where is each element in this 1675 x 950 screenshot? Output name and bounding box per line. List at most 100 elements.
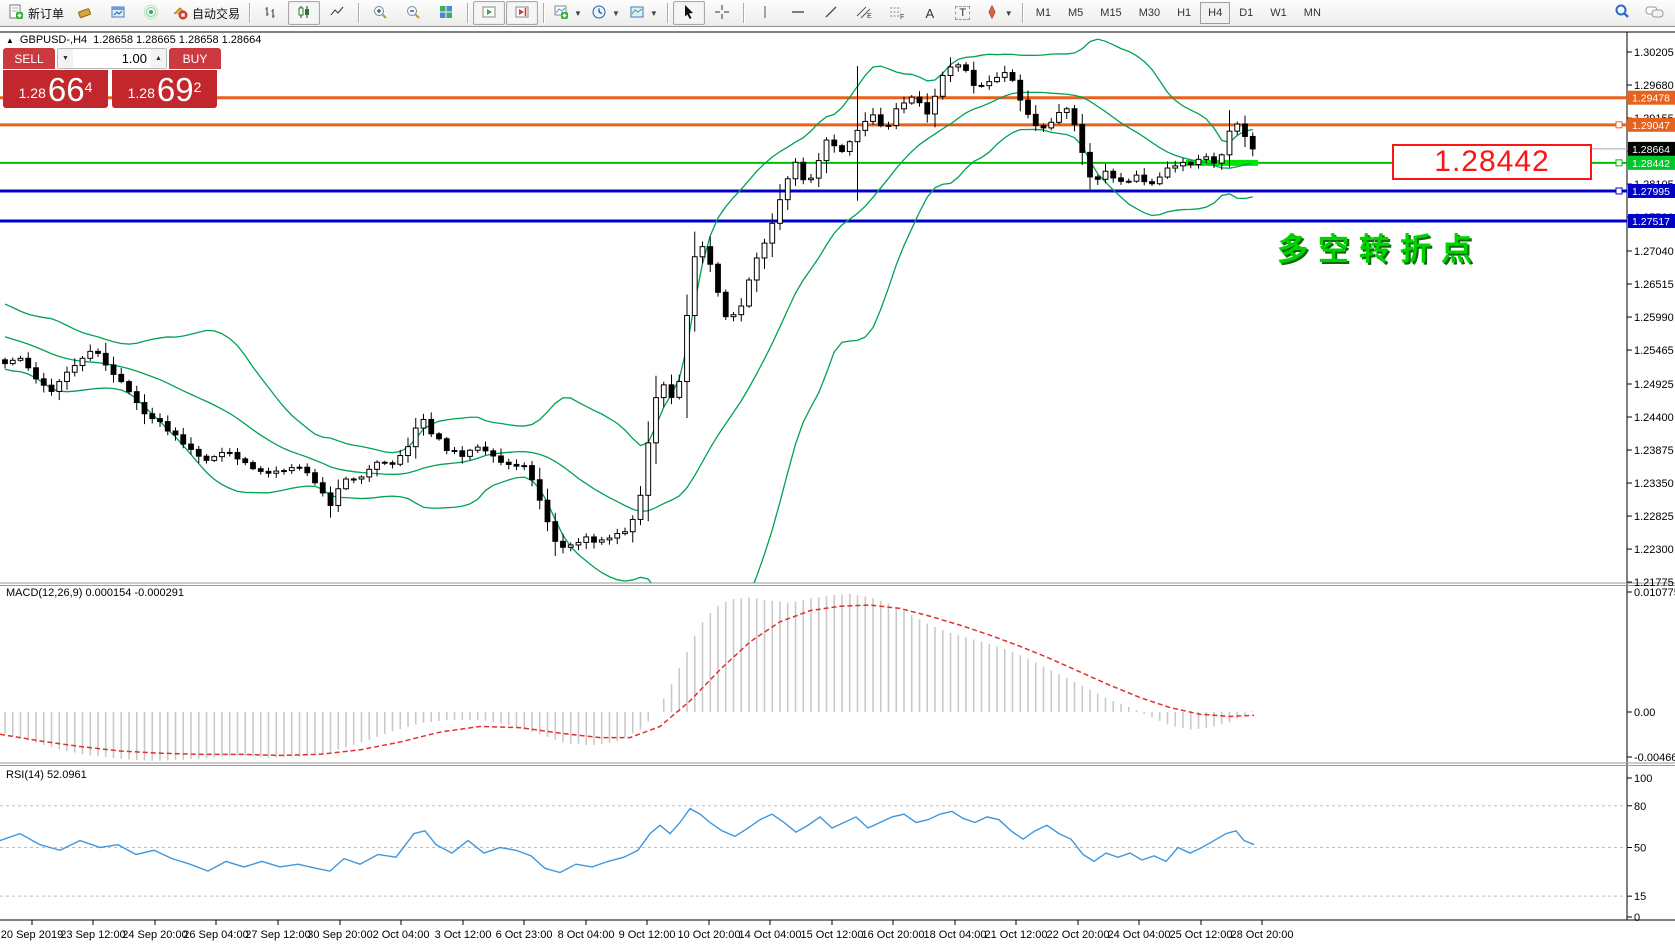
chart-shift-button[interactable] <box>506 1 539 25</box>
timeframe-m30[interactable]: M30 <box>1138 7 1161 19</box>
svg-text:20 Sep 2019: 20 Sep 2019 <box>1 929 63 941</box>
line-chart-button[interactable] <box>321 1 353 25</box>
trendline-tool-button[interactable] <box>815 1 847 25</box>
templates-button[interactable]: ▼ <box>625 1 662 25</box>
sell-price-button[interactable]: 1.28 66 4 <box>3 70 108 108</box>
macd-values: 0.000154 -0.000291 <box>85 587 184 599</box>
zoom-in-button[interactable] <box>364 1 396 25</box>
arrows-icon <box>984 4 1000 23</box>
auto-scroll-icon <box>481 4 497 23</box>
horizontal-line-icon <box>790 4 806 23</box>
chat-button[interactable] <box>1639 1 1671 25</box>
zoom-out-button[interactable] <box>397 1 429 25</box>
fibonacci-tool-button[interactable]: F <box>881 1 913 25</box>
auto-scroll-button[interactable] <box>473 1 506 25</box>
sell-price-big: 66 <box>47 71 85 108</box>
timeframe-h1[interactable]: H1 <box>1177 7 1192 19</box>
svg-text:100: 100 <box>1634 773 1652 785</box>
buy-button[interactable]: BUY <box>169 48 221 69</box>
svg-text:22 Oct 20:00: 22 Oct 20:00 <box>1047 929 1110 941</box>
horizontal-line-tool-button[interactable] <box>782 1 814 25</box>
timeframe-m5[interactable]: M5 <box>1068 7 1084 19</box>
timeframe-m15[interactable]: M15 <box>1100 7 1122 19</box>
svg-text:0.00: 0.00 <box>1634 707 1655 719</box>
search-button[interactable] <box>1606 1 1638 25</box>
timeframe-d1[interactable]: D1 <box>1239 7 1254 19</box>
svg-text:15: 15 <box>1634 891 1646 903</box>
periods-button[interactable]: ▼ <box>587 1 624 25</box>
toolbar-separator <box>358 3 360 23</box>
label-tool-button[interactable]: T <box>947 1 979 25</box>
auto-trading-label: 自动交易 <box>192 6 241 21</box>
chart-window-icon <box>110 4 126 23</box>
vertical-line-icon <box>758 4 772 23</box>
timeframe-mn[interactable]: MN <box>1303 7 1321 19</box>
signal-button[interactable] <box>135 1 167 25</box>
crosshair-tool-button[interactable] <box>706 1 738 25</box>
dropdown-caret-icon: ▼ <box>649 8 658 18</box>
auto-trading-button[interactable]: 自动交易 <box>168 1 244 25</box>
channel-tool-button[interactable]: E <box>848 1 880 25</box>
timeframe-w1[interactable]: W1 <box>1270 7 1287 19</box>
buy-price-button[interactable]: 1.28 69 2 <box>112 70 217 108</box>
svg-text:80: 80 <box>1634 801 1646 813</box>
cursor-icon <box>681 4 697 23</box>
sell-button[interactable]: SELL <box>3 48 55 69</box>
macd-name: MACD(12,26,9) <box>6 587 83 599</box>
rsi-layer <box>0 807 1255 874</box>
macd-layer <box>0 593 1255 761</box>
symbol-title[interactable]: ▲ GBPUSD-,H4 1.28658 1.28665 1.28658 1.2… <box>6 34 261 46</box>
candlestick-chart-button[interactable] <box>288 1 321 25</box>
toolbar-separator <box>666 3 668 23</box>
svg-text:-0.004668: -0.004668 <box>1634 752 1675 764</box>
svg-text:1.25990: 1.25990 <box>1634 312 1674 324</box>
sell-price-sup: 4 <box>84 79 93 95</box>
volume-increase-button[interactable]: ▲ <box>151 49 166 68</box>
svg-text:1.29478: 1.29478 <box>1632 93 1670 105</box>
price-alert-label[interactable]: 1.28442 <box>1392 144 1592 180</box>
toolbar-separator <box>249 3 251 23</box>
volume-input[interactable] <box>73 49 151 68</box>
svg-text:2 Oct 04:00: 2 Oct 04:00 <box>373 929 430 941</box>
cursor-tool-button[interactable] <box>672 1 705 25</box>
timeframe-h4[interactable]: H4 <box>1200 2 1231 24</box>
rsi-indicator-label: RSI(14) 52.0961 <box>6 769 87 781</box>
svg-text:14 Oct 04:00: 14 Oct 04:00 <box>739 929 802 941</box>
svg-text:27 Sep 12:00: 27 Sep 12:00 <box>245 929 310 941</box>
turning-point-annotation[interactable]: 多空转折点 <box>1277 232 1482 267</box>
chart-window-button[interactable] <box>102 1 134 25</box>
tile-windows-button[interactable] <box>430 1 462 25</box>
crosshair-icon <box>714 4 730 23</box>
vertical-line-tool-button[interactable] <box>749 1 781 25</box>
toolbar-separator <box>543 3 545 23</box>
new-order-label: 新订单 <box>28 6 65 21</box>
svg-text:16 Oct 20:00: 16 Oct 20:00 <box>862 929 925 941</box>
text-tool-icon: A <box>925 5 935 21</box>
svg-text:1.25465: 1.25465 <box>1634 345 1674 357</box>
svg-text:1.27995: 1.27995 <box>1632 186 1670 198</box>
svg-text:24 Sep 20:00: 24 Sep 20:00 <box>122 929 187 941</box>
auto-trading-icon <box>172 4 188 23</box>
text-tool-button[interactable]: A <box>914 1 946 25</box>
volume-decrease-button[interactable]: ▼ <box>58 49 73 68</box>
chat-icon <box>1645 4 1665 23</box>
svg-text:1.29047: 1.29047 <box>1632 120 1670 132</box>
indicators-button[interactable]: ▼ <box>549 1 586 25</box>
svg-text:3 Oct 12:00: 3 Oct 12:00 <box>435 929 492 941</box>
timeframe-m1[interactable]: M1 <box>1035 7 1051 19</box>
svg-text:1.28664: 1.28664 <box>1632 144 1670 156</box>
new-order-button[interactable]: 新订单 <box>4 1 68 25</box>
bar-chart-button[interactable] <box>255 1 287 25</box>
toolbar-separator <box>467 3 469 23</box>
eraser-icon <box>77 4 93 23</box>
eraser-button[interactable] <box>69 1 101 25</box>
line-chart-icon <box>329 4 345 23</box>
svg-text:18 Oct 04:00: 18 Oct 04:00 <box>924 929 987 941</box>
svg-text:50: 50 <box>1634 843 1646 855</box>
svg-text:25 Oct 12:00: 25 Oct 12:00 <box>1170 929 1233 941</box>
collapse-panel-icon[interactable]: ▲ <box>6 35 14 45</box>
arrows-tool-button[interactable]: ▼ <box>980 1 1017 25</box>
svg-text:24 Oct 04:00: 24 Oct 04:00 <box>1108 929 1171 941</box>
svg-text:1.24400: 1.24400 <box>1634 412 1674 424</box>
